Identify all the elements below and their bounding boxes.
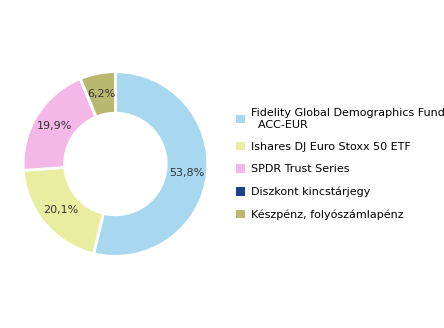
Text: 19,9%: 19,9% (37, 121, 72, 131)
Wedge shape (23, 168, 103, 254)
Legend: Fidelity Global Demographics Fund Y-
  ACC-EUR, Ishares DJ Euro Stoxx 50 ETF, SP: Fidelity Global Demographics Fund Y- ACC… (237, 108, 444, 220)
Text: 20,1%: 20,1% (43, 205, 78, 215)
Wedge shape (94, 72, 208, 256)
Wedge shape (80, 72, 115, 117)
Text: 53,8%: 53,8% (169, 168, 204, 177)
Text: 6,2%: 6,2% (87, 89, 116, 99)
Wedge shape (23, 79, 96, 170)
Wedge shape (80, 79, 96, 117)
